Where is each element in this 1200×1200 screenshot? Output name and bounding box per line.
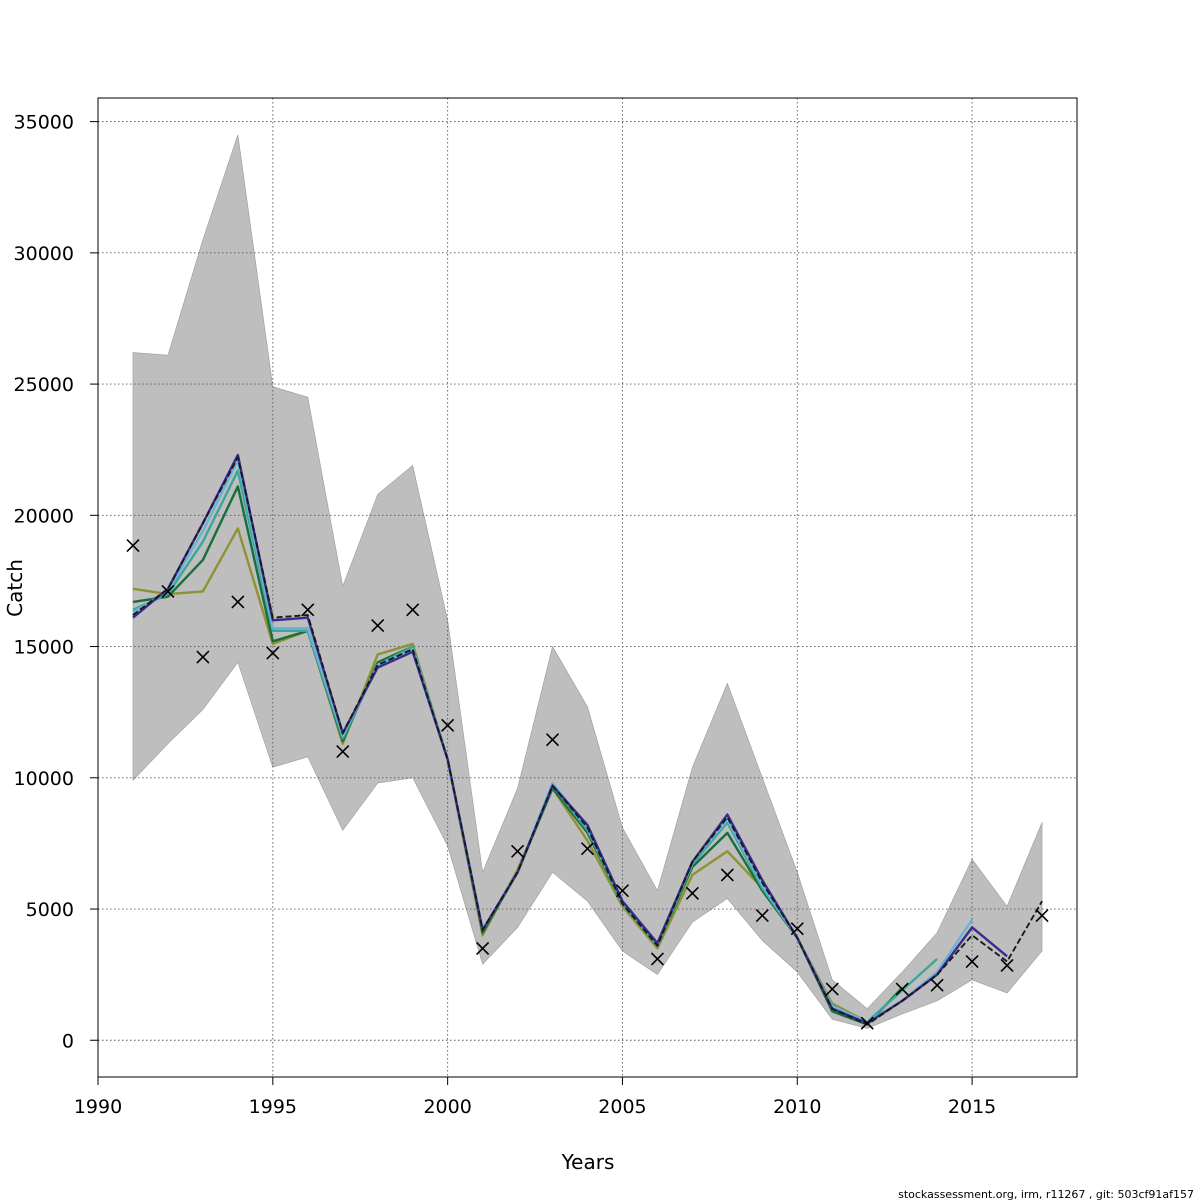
series-line-reference (132, 455, 1043, 1026)
observed-point (1035, 909, 1049, 923)
observed-point (720, 868, 734, 882)
observed-point (231, 595, 245, 609)
x-tick-label: 1995 (249, 1096, 297, 1118)
x-axis-title: Years (561, 1150, 615, 1174)
observed-point (1000, 958, 1014, 973)
observed-point (441, 718, 455, 732)
series-line-1 (132, 453, 1008, 1025)
observed-point (301, 603, 315, 617)
y-tick-label: 20000 (14, 505, 74, 527)
x-tick-label: 2010 (773, 1096, 821, 1118)
observed-point (615, 884, 630, 898)
plot-frame (97, 97, 1078, 1078)
observed-point (126, 538, 140, 553)
observed-point (336, 744, 350, 759)
y-tick-label: 5000 (26, 899, 74, 921)
observed-point (895, 982, 909, 996)
y-tick-label: 25000 (14, 374, 74, 396)
observed-point (580, 842, 595, 856)
grid (97, 98, 1077, 1077)
observed-point (860, 1016, 874, 1030)
x-tick-label: 1990 (74, 1096, 122, 1118)
observed-point (930, 978, 944, 992)
y-tick-label: 30000 (14, 243, 74, 265)
confidence-band (132, 134, 1043, 1029)
confidence-band-area (132, 134, 1043, 1029)
observed-point (755, 909, 769, 923)
y-axis-title: Catch (3, 559, 27, 617)
x-tick-label: 2015 (948, 1096, 996, 1118)
observed-point (371, 618, 385, 633)
observed-point (545, 733, 560, 747)
x-tick-label: 2000 (423, 1096, 471, 1118)
footer-credit: stockassessment.org, irm, r11267 , git: … (898, 1188, 1194, 1200)
x-tick-label: 2005 (598, 1096, 646, 1118)
y-tick-label: 10000 (14, 768, 74, 790)
y-tick-label: 15000 (14, 637, 74, 659)
observed-point (161, 584, 175, 599)
observed-point (685, 886, 699, 900)
axes: 1990 1995 2000 2005 2010 2015 0 5000 10000 15000 2… (14, 112, 997, 1118)
y-tick-label: 35000 (14, 112, 74, 134)
series-lines (132, 453, 1043, 1026)
observed-point (790, 922, 804, 936)
observed-point (650, 952, 664, 966)
observed-point (511, 844, 525, 858)
observed-points (126, 538, 1049, 1030)
observed-point (825, 982, 839, 996)
observed-point (965, 954, 979, 969)
observed-point (406, 603, 420, 617)
observed-point (476, 941, 490, 955)
observed-point (266, 646, 280, 660)
y-tick-label: 0 (62, 1030, 74, 1052)
observed-point (196, 650, 210, 664)
